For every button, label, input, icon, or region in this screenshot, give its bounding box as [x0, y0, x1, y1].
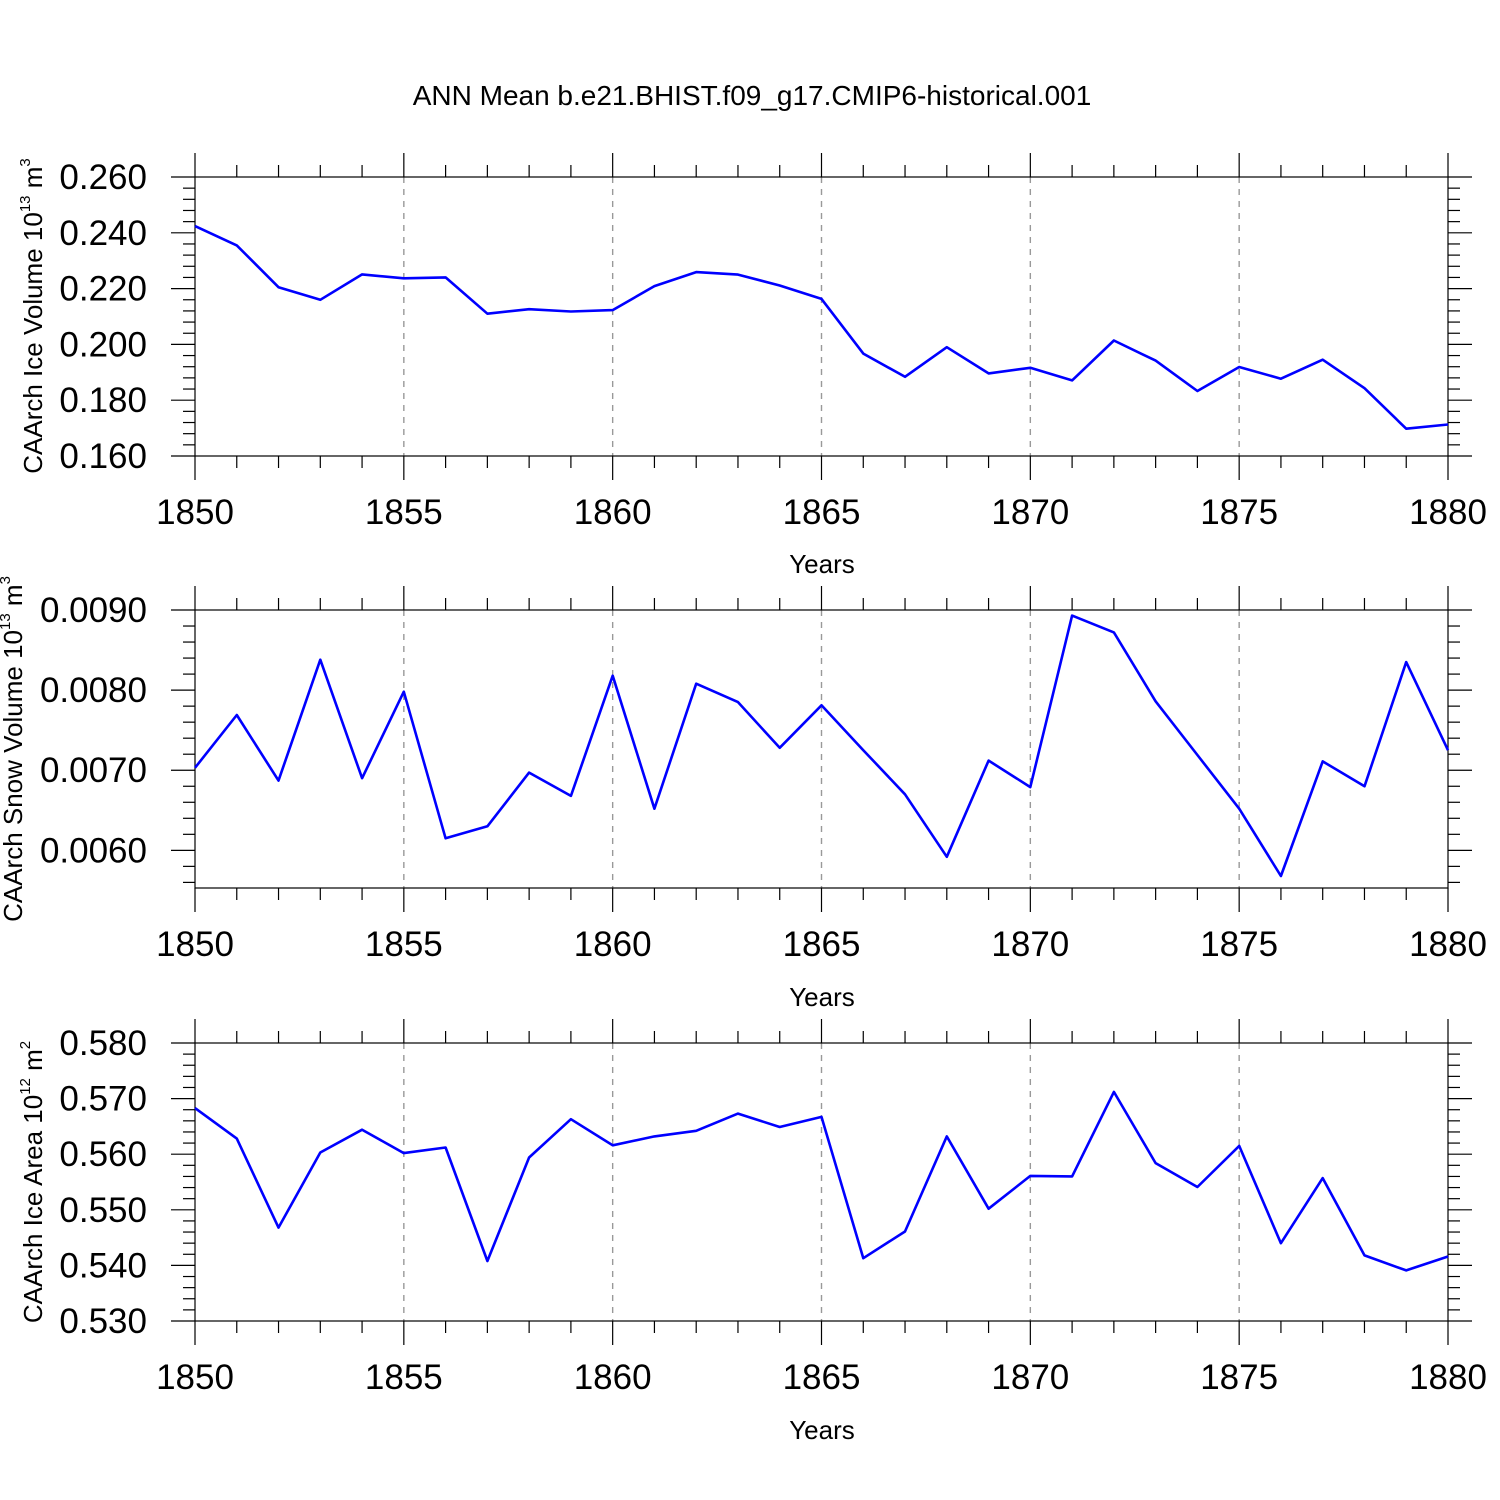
y-axis-label: CAArch Ice Area 1012 m2: [17, 1041, 48, 1323]
x-tick-label: 1880: [1409, 925, 1487, 964]
x-tick-label: 1870: [991, 493, 1069, 532]
y-tick-label: 0.540: [59, 1246, 147, 1285]
x-tick-label: 1875: [1200, 493, 1278, 532]
x-axis-label: Years: [789, 549, 855, 579]
x-tick-label: 1870: [991, 925, 1069, 964]
series-line: [194, 1090, 1449, 1272]
x-tick-label: 1865: [783, 1358, 861, 1397]
y-tick-label: 0.0060: [40, 831, 147, 870]
y-tick-label: 0.240: [59, 214, 147, 253]
y-tick-label: 0.0090: [40, 591, 147, 630]
y-tick-label: 0.180: [59, 381, 147, 420]
y-tick-label: 0.0080: [40, 671, 147, 710]
panel-ice-area: CAArch Ice Area 1012 m2 Years 0.530 0.540…: [17, 1019, 1487, 1445]
x-tick-label: 1870: [991, 1358, 1069, 1397]
x-tick-label: 1855: [365, 1358, 443, 1397]
x-tick-label: 1880: [1409, 1358, 1487, 1397]
series-line: [194, 224, 1449, 431]
y-axis-label: CAArch Ice Volume 1013 m3: [17, 158, 48, 474]
x-tick-label: 1850: [156, 925, 234, 964]
x-axis-label: Years: [789, 1415, 855, 1445]
x-tick-label: 1855: [365, 925, 443, 964]
x-tick-label: 1855: [365, 493, 443, 532]
x-tick-label: 1850: [156, 1358, 234, 1397]
panel-ice-volume: CAArch Ice Volume 1013 m3 Years 0.160 0.1…: [17, 153, 1487, 579]
panel-snow-volume: CAArch Snow Volume 1013 m3 Years 0.0060 0…: [0, 576, 1487, 1012]
y-tick-label: 0.580: [59, 1024, 147, 1063]
x-tick-label: 1850: [156, 493, 234, 532]
x-tick-label: 1865: [783, 493, 861, 532]
x-tick-label: 1865: [783, 925, 861, 964]
y-tick-label: 0.550: [59, 1191, 147, 1230]
x-tick-label: 1880: [1409, 493, 1487, 532]
x-axis-label: Years: [789, 982, 855, 1012]
y-tick-label: 0.260: [59, 158, 147, 197]
x-tick-label: 1875: [1200, 925, 1278, 964]
y-tick-label: 0.560: [59, 1135, 147, 1174]
y-tick-label: 0.220: [59, 270, 147, 309]
y-tick-label: 0.160: [59, 437, 147, 476]
y-tick-label: 0.530: [59, 1302, 147, 1341]
x-tick-label: 1860: [574, 1358, 652, 1397]
x-tick-label: 1875: [1200, 1358, 1278, 1397]
x-tick-label: 1860: [574, 493, 652, 532]
series-line: [193, 614, 1450, 878]
y-tick-label: 0.0070: [40, 751, 147, 790]
y-axis-label: CAArch Snow Volume 1013 m3: [0, 576, 28, 922]
x-tick-label: 1860: [574, 925, 652, 964]
y-tick-label: 0.570: [59, 1080, 147, 1119]
y-tick-label: 0.200: [59, 325, 147, 364]
chart-title: ANN Mean b.e21.BHIST.f09_g17.CMIP6-histo…: [413, 80, 1092, 111]
